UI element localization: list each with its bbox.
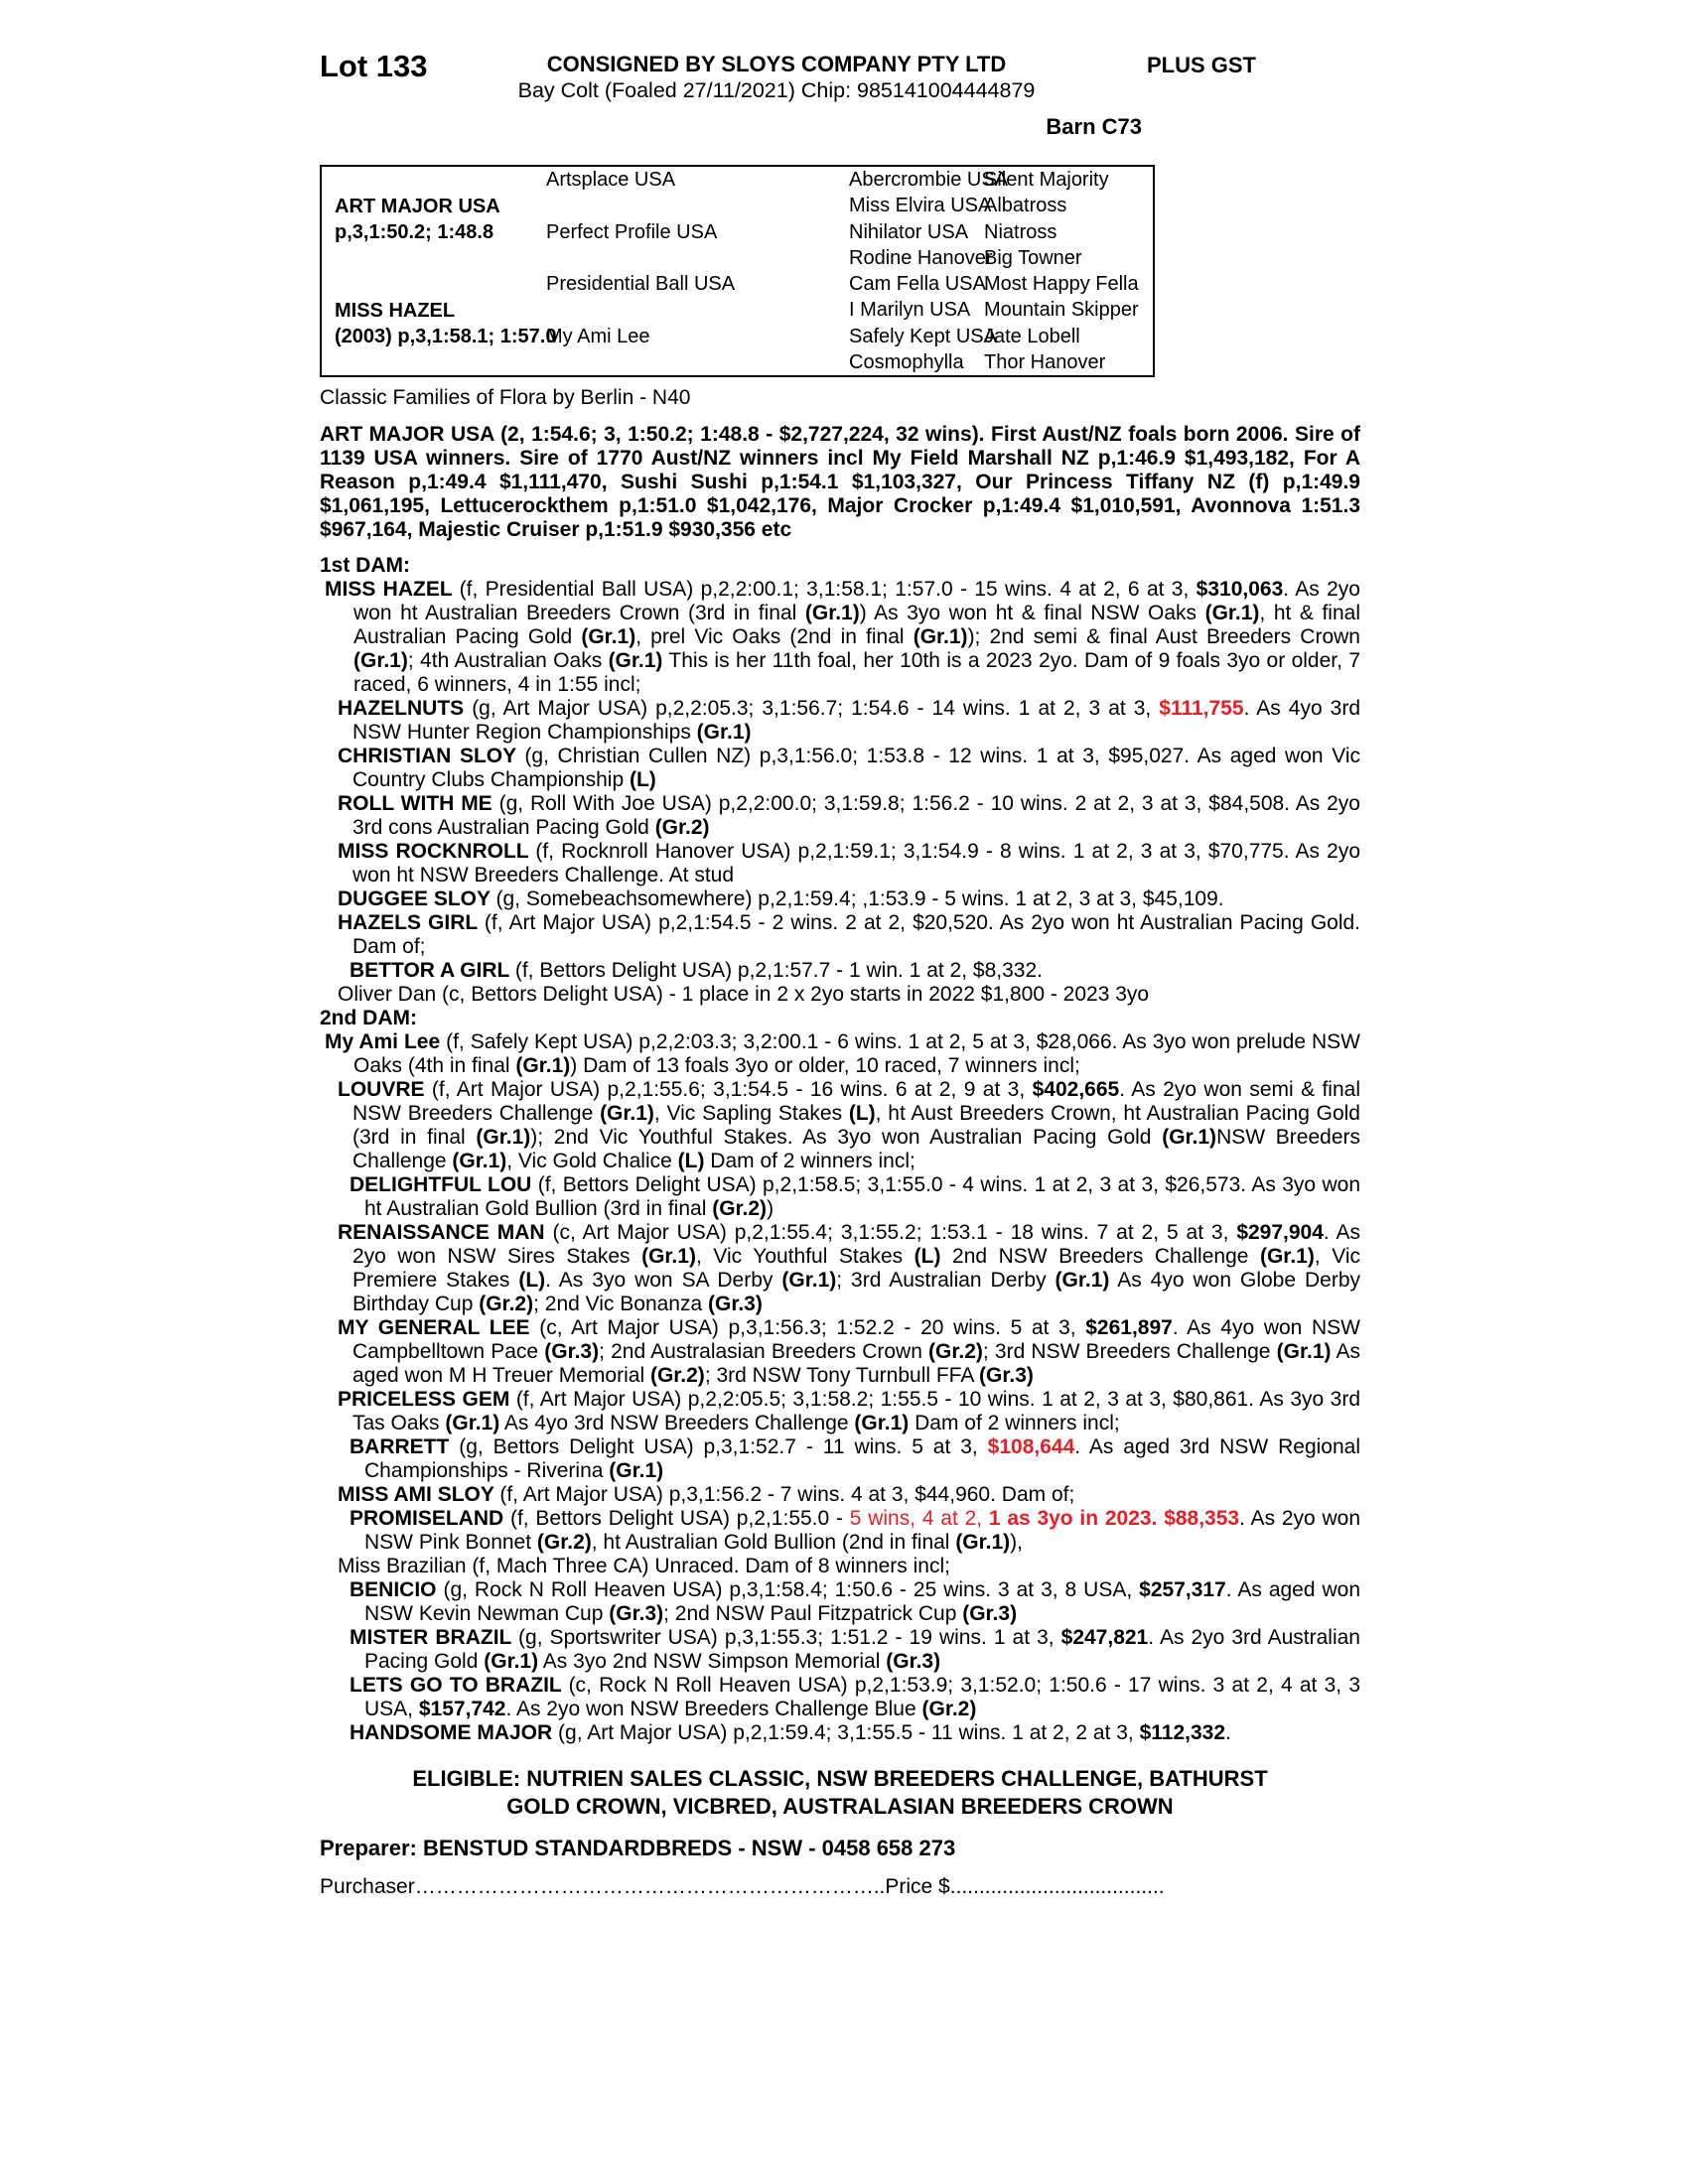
- pedigree-entry: CHRISTIAN SLOY (g, Christian Cullen NZ) …: [338, 745, 1361, 791]
- sire-name: ART MAJOR USA: [335, 195, 500, 217]
- dam-record: (2003) p,3,1:58.1; 1:57.0: [335, 325, 557, 347]
- pedigree-entry: LOUVRE (f, Art Major USA) p,2,1:55.6; 3,…: [338, 1078, 1361, 1172]
- pedigree-entry: MISS AMI SLOY (f, Art Major USA) p,3,1:5…: [338, 1483, 1075, 1506]
- pedigree-cell: Cosmophylla: [849, 350, 964, 373]
- pedigree-entry: DUGGEE SLOY (g, Somebeachsomewhere) p,2,…: [338, 887, 1224, 910]
- pedigree-entry: HANDSOME MAJOR (g, Art Major USA) p,2,1:…: [350, 1721, 1231, 1744]
- sire-cell: ART MAJOR USA p,3,1:50.2; 1:48.8: [322, 167, 546, 271]
- pedigree-entry: BARRETT (g, Bettors Delight USA) p,3,1:5…: [350, 1435, 1360, 1482]
- pedigree-entry: ROLL WITH ME (g, Roll With Joe USA) p,2,…: [338, 792, 1360, 839]
- pedigree-entry: RENAISSANCE MAN (c, Art Major USA) p,2,1…: [338, 1221, 1361, 1315]
- eligibility-line-2: GOLD CROWN, VICBRED, AUSTRALASIAN BREEDE…: [506, 1794, 1174, 1819]
- pedigree-cell: I Marilyn USA: [849, 299, 971, 322]
- pedigree-cell: Niatross: [984, 220, 1057, 243]
- pedigree-entry: HAZELS GIRL (f, Art Major USA) p,2,1:54.…: [338, 911, 1361, 958]
- family-note: Classic Families of Flora by Berlin - N4…: [320, 386, 691, 409]
- pedigree-cell: Rodine Hanover: [849, 246, 993, 269]
- barn-number: Barn C73: [1046, 114, 1142, 139]
- pedigree-cell: Safely Kept USA: [849, 325, 997, 347]
- eligibility-line-1: ELIGIBLE: NUTRIEN SALES CLASSIC, NSW BRE…: [412, 1766, 1268, 1791]
- pedigree-entry: PRICELESS GEM (f, Art Major USA) p,2,2:0…: [338, 1388, 1361, 1434]
- pedigree-entry: DELIGHTFUL LOU (f, Bettors Delight USA) …: [350, 1173, 1360, 1220]
- pedigree-entry: HAZELNUTS (g, Art Major USA) p,2,2:05.3;…: [338, 697, 1360, 744]
- pedigree-cell: Nihilator USA: [849, 220, 969, 243]
- pedigree-entry: MISS ROCKNROLL (f, Rocknroll Hanover USA…: [338, 840, 1360, 887]
- pedigree-entry: MY GENERAL LEE (c, Art Major USA) p,3,1:…: [338, 1316, 1361, 1387]
- eligibility-note: ELIGIBLE: NUTRIEN SALES CLASSIC, NSW BRE…: [320, 1765, 1360, 1821]
- pedigree-entry: Miss Brazilian (f, Mach Three CA) Unrace…: [338, 1555, 950, 1577]
- pedigree-entry: My Ami Lee (f, Safely Kept USA) p,2,2:03…: [325, 1030, 1360, 1077]
- pedigree-entry: BETTOR A GIRL (f, Bettors Delight USA) p…: [350, 959, 1043, 982]
- consignor-line: CONSIGNED BY SLOYS COMPANY PTY LTD: [546, 52, 1007, 76]
- purchaser-price-line: Purchaser…………………………………………………………..Price $…: [320, 1875, 1165, 1898]
- dam-name: MISS HAZEL: [335, 299, 456, 322]
- pedigree-cell: Albatross: [984, 195, 1067, 217]
- second-dam-section: 2nd DAM: My Ami Lee (f, Safely Kept USA)…: [320, 1007, 1360, 1745]
- sire-summary: ART MAJOR USA (2, 1:54.6; 3, 1:50.2; 1:4…: [320, 423, 1360, 541]
- pedigree-cell: Presidential Ball USA: [546, 273, 736, 295]
- pedigree-entry: LETS GO TO BRAZIL (c, Rock N Roll Heaven…: [350, 1674, 1360, 1720]
- pedigree-cell: Abercrombie USA: [849, 169, 1009, 191]
- pedigree-cell: Artsplace USA: [546, 169, 676, 191]
- pedigree-cell: Jate Lobell: [984, 325, 1080, 347]
- lot-number: Lot 133: [320, 49, 428, 83]
- foal-description: Bay Colt (Foaled 27/11/2021) Chip: 98514…: [517, 78, 1036, 102]
- second-dam-heading: 2nd DAM:: [320, 1007, 417, 1029]
- pedigree-cell: Silent Majority: [984, 169, 1109, 191]
- pedigree-cell: Miss Elvira USA: [849, 195, 992, 217]
- first-dam-entries: MISS HAZEL (f, Presidential Ball USA) p,…: [320, 578, 1360, 1007]
- dam-cell: MISS HAZEL (2003) p,3,1:58.1; 1:57.0: [322, 271, 557, 375]
- pedigree-entry: Oliver Dan (c, Bettors Delight USA) - 1 …: [338, 983, 1150, 1006]
- pedigree-cell: My Ami Lee: [546, 325, 650, 347]
- first-dam-section: 1st DAM: MISS HAZEL (f, Presidential Bal…: [320, 554, 1360, 1007]
- preparer-line: Preparer: BENSTUD STANDARDBREDS - NSW - …: [320, 1836, 956, 1860]
- pedigree-cell: Big Towner: [984, 246, 1082, 269]
- first-dam-heading: 1st DAM:: [320, 554, 411, 577]
- pedigree-entry: PROMISELAND (f, Bettors Delight USA) p,2…: [350, 1507, 1360, 1554]
- pedigree-cell: Perfect Profile USA: [546, 220, 718, 243]
- pedigree-entry: BENICIO (g, Rock N Roll Heaven USA) p,3,…: [350, 1578, 1361, 1625]
- sire-record: p,3,1:50.2; 1:48.8: [335, 220, 494, 243]
- page-header: Lot 133 CONSIGNED BY SLOYS COMPANY PTY L…: [320, 46, 1360, 165]
- pedigree-entry: MISTER BRAZIL (g, Sportswriter USA) p,3,…: [350, 1626, 1360, 1673]
- pedigree-cell: Thor Hanover: [984, 350, 1106, 373]
- gst-note: PLUS GST: [1146, 53, 1256, 77]
- pedigree-cell: Most Happy Fella: [984, 273, 1139, 295]
- pedigree-cell: Cam Fella USA: [849, 273, 986, 295]
- pedigree-entry: MISS HAZEL (f, Presidential Ball USA) p,…: [325, 578, 1361, 696]
- pedigree-table: ART MAJOR USA p,3,1:50.2; 1:48.8 MISS HA…: [320, 165, 1155, 377]
- pedigree-cell: Mountain Skipper: [984, 299, 1139, 322]
- consignor-block: CONSIGNED BY SLOYS COMPANY PTY LTD Bay C…: [399, 52, 1154, 103]
- second-dam-entries: My Ami Lee (f, Safely Kept USA) p,2,2:03…: [320, 1030, 1360, 1745]
